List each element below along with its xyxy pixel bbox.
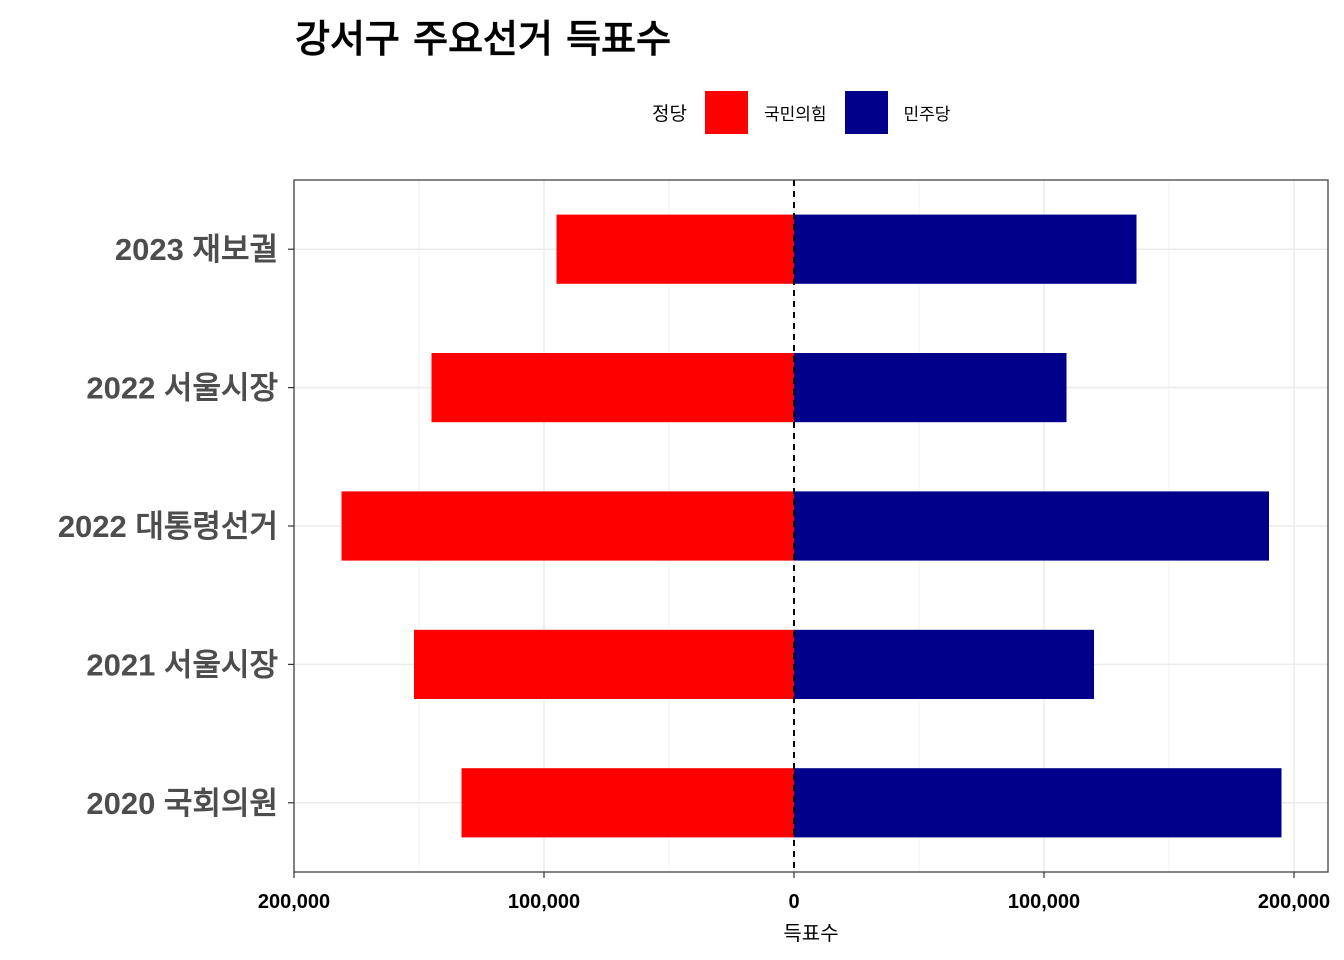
legend-item-ppp: 국민의힘 — [704, 90, 827, 134]
bar-dp — [794, 353, 1067, 423]
legend-label-dp: 민주당 — [903, 104, 951, 125]
legend-label-ppp: 국민의힘 — [763, 104, 827, 125]
legend-swatch-dp — [844, 90, 888, 134]
axes: 200,000 100,000 0 100,000 200,000 2023 재보궐 202… — [58, 232, 1330, 913]
y-tick-label: 2021 서울시장 — [86, 647, 278, 682]
bar-ppp — [414, 629, 794, 699]
bar-ppp — [431, 353, 794, 423]
bar-dp — [794, 629, 1094, 699]
bar-dp — [794, 214, 1137, 284]
legend-title: 정당 — [652, 102, 687, 125]
legend-item-dp: 민주당 — [844, 90, 951, 134]
y-tick-label: 2022 서울시장 — [86, 371, 278, 406]
bars — [341, 214, 1282, 838]
legend: 정당 국민의힘 민주당 — [652, 90, 968, 134]
x-tick-label: 200,000 — [1258, 891, 1330, 913]
chart-title: 강서구 주요선거 득표수 — [295, 17, 672, 61]
bar-ppp — [556, 214, 794, 284]
bar-dp — [794, 491, 1269, 561]
x-tick-label: 200,000 — [258, 891, 330, 913]
y-tick-label: 2023 재보궐 — [115, 232, 278, 267]
x-tick-label: 100,000 — [1008, 891, 1080, 913]
y-tick-label: 2020 국회의원 — [86, 786, 278, 821]
x-tick-label: 0 — [788, 891, 799, 913]
x-axis-title: 득표수 — [783, 921, 838, 945]
bar-dp — [794, 768, 1282, 838]
bar-ppp — [341, 491, 794, 561]
bar-ppp — [461, 768, 794, 838]
y-tick-label: 2022 대통령선거 — [58, 509, 278, 544]
legend-swatch-ppp — [704, 90, 748, 134]
x-tick-label: 100,000 — [508, 891, 580, 913]
